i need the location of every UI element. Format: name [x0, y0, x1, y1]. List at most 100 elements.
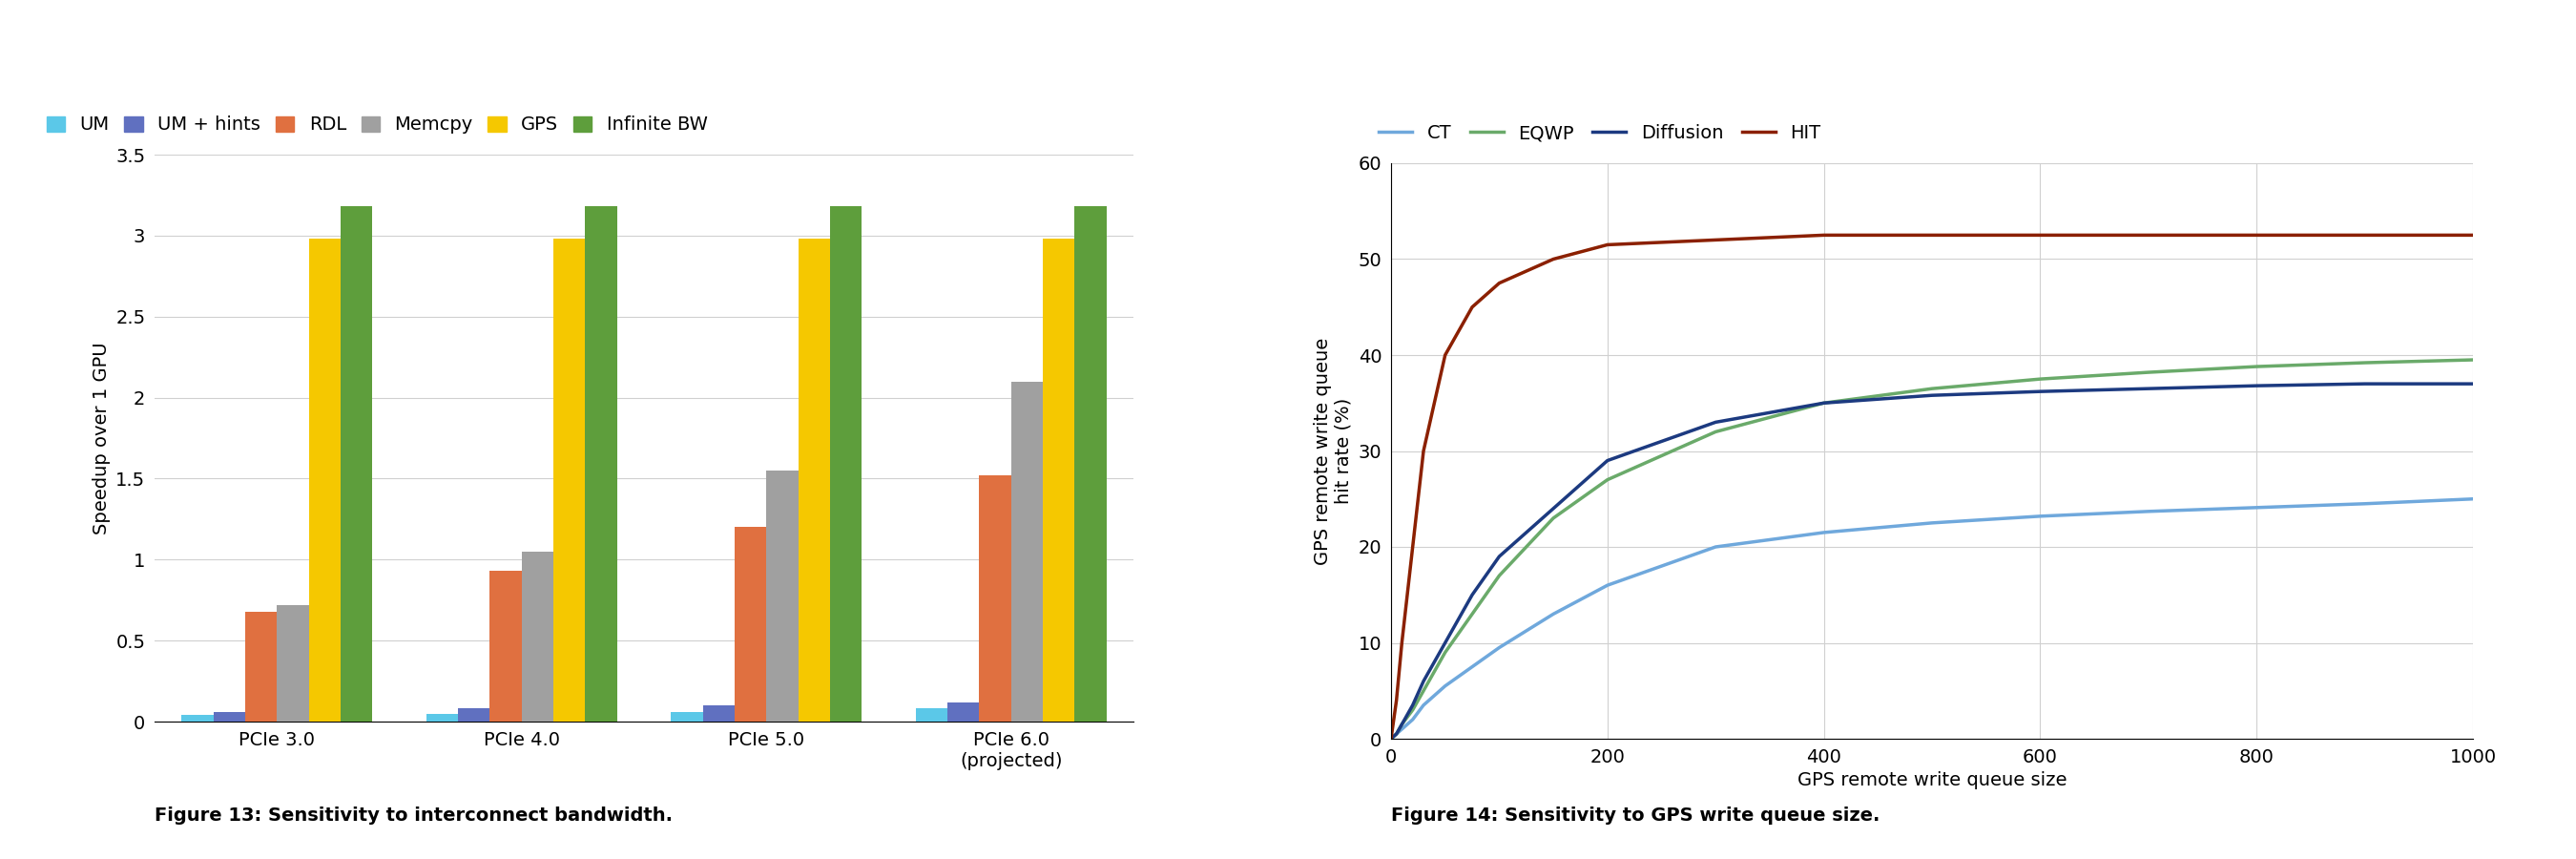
CT	[1538, 609, 1569, 619]
HIT	[1808, 230, 1839, 241]
CT	[1386, 724, 1417, 734]
Bar	[979, 475, 1010, 722]
EQWP	[1917, 383, 1947, 393]
Bar	[670, 712, 703, 722]
Diffusion	[2133, 383, 2164, 393]
Diffusion	[1700, 417, 1731, 427]
EQWP	[1458, 609, 1489, 619]
Bar	[703, 705, 734, 722]
Line: Diffusion: Diffusion	[1391, 384, 2473, 739]
Diffusion	[1376, 734, 1406, 744]
CT	[1409, 700, 1440, 710]
HIT	[1376, 734, 1406, 744]
CT	[1376, 734, 1406, 744]
Diffusion	[2349, 379, 2380, 389]
Bar	[180, 715, 214, 722]
Diffusion	[2458, 379, 2488, 389]
CT	[1396, 715, 1427, 725]
Bar	[520, 551, 554, 722]
X-axis label: GPS remote write queue size: GPS remote write queue size	[1798, 771, 2066, 789]
Diffusion	[1484, 551, 1515, 562]
EQWP	[2349, 357, 2380, 368]
Diffusion	[2241, 381, 2272, 391]
EQWP	[1386, 719, 1417, 729]
Bar	[768, 471, 799, 722]
Text: Figure 14: Sensitivity to GPS write queue size.: Figure 14: Sensitivity to GPS write queu…	[1391, 807, 1880, 825]
EQWP	[2025, 374, 2056, 384]
Bar	[914, 709, 948, 722]
Diffusion	[1409, 676, 1440, 686]
Bar	[948, 702, 979, 722]
Diffusion	[1396, 700, 1427, 710]
Bar	[734, 527, 768, 722]
Bar	[829, 206, 863, 722]
EQWP	[1700, 427, 1731, 437]
EQWP	[1376, 734, 1406, 744]
HIT	[2458, 230, 2488, 241]
CT	[1592, 580, 1623, 590]
Bar	[340, 206, 374, 722]
EQWP	[1592, 474, 1623, 484]
CT	[1458, 661, 1489, 672]
HIT	[1484, 278, 1515, 289]
HIT	[1381, 695, 1412, 705]
Line: EQWP: EQWP	[1391, 360, 2473, 739]
CT	[2241, 503, 2272, 513]
Diffusion	[1808, 398, 1839, 408]
Bar	[278, 605, 309, 722]
HIT	[1430, 350, 1461, 360]
HIT	[1396, 542, 1427, 552]
Diffusion	[1538, 503, 1569, 514]
HIT	[2133, 230, 2164, 241]
CT	[1430, 681, 1461, 691]
Text: Figure 13: Sensitivity to interconnect bandwidth.: Figure 13: Sensitivity to interconnect b…	[155, 807, 672, 825]
CT	[1808, 527, 1839, 538]
CT	[2025, 511, 2056, 521]
Diffusion	[1917, 390, 1947, 400]
EQWP	[2241, 362, 2272, 372]
CT	[2458, 494, 2488, 504]
EQWP	[1396, 704, 1427, 715]
Diffusion	[2025, 387, 2056, 397]
EQWP	[2458, 355, 2488, 365]
HIT	[1538, 254, 1569, 265]
Bar	[554, 239, 585, 722]
Diffusion	[1386, 719, 1417, 729]
HIT	[1917, 230, 1947, 241]
HIT	[1409, 446, 1440, 456]
Diffusion	[1592, 455, 1623, 466]
HIT	[1458, 302, 1489, 312]
Bar	[309, 239, 340, 722]
Bar	[425, 714, 459, 722]
Bar	[1010, 381, 1043, 722]
Legend: CT, EQWP, Diffusion, HIT: CT, EQWP, Diffusion, HIT	[1378, 125, 1821, 143]
HIT	[2025, 230, 2056, 241]
CT	[1484, 643, 1515, 653]
Bar	[1043, 239, 1074, 722]
HIT	[2349, 230, 2380, 241]
CT	[2349, 498, 2380, 509]
Line: HIT: HIT	[1391, 235, 2473, 739]
Y-axis label: GPS remote write queue
hit rate (%): GPS remote write queue hit rate (%)	[1314, 338, 1352, 564]
CT	[1700, 542, 1731, 552]
HIT	[1592, 240, 1623, 250]
CT	[1381, 728, 1412, 739]
Diffusion	[1430, 637, 1461, 648]
EQWP	[1808, 398, 1839, 408]
HIT	[2241, 230, 2272, 241]
Bar	[214, 712, 245, 722]
CT	[1917, 518, 1947, 528]
Bar	[799, 239, 829, 722]
Bar	[1074, 206, 1108, 722]
HIT	[1700, 235, 1731, 245]
Diffusion	[1381, 728, 1412, 739]
EQWP	[1430, 648, 1461, 658]
EQWP	[1484, 570, 1515, 581]
EQWP	[1381, 728, 1412, 739]
Bar	[245, 612, 278, 722]
Legend: UM, UM + hints, RDL, Memcpy, GPS, Infinite BW: UM, UM + hints, RDL, Memcpy, GPS, Infini…	[46, 116, 708, 134]
HIT	[1386, 637, 1417, 648]
Bar	[459, 709, 489, 722]
EQWP	[2133, 367, 2164, 377]
EQWP	[1409, 685, 1440, 696]
